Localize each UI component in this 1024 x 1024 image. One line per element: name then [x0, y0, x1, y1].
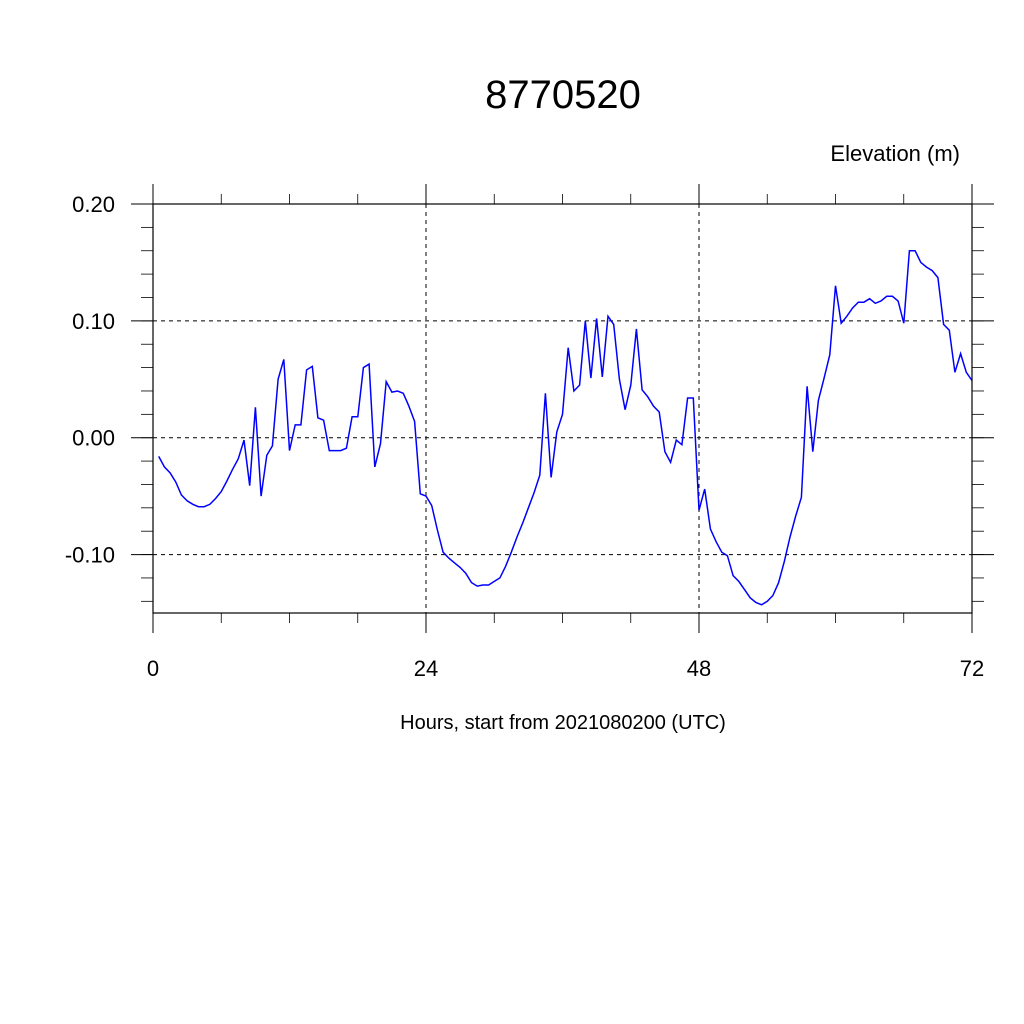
x-tick-label: 24	[414, 656, 438, 681]
y-tick-label: 0.20	[72, 192, 115, 217]
plot-frame	[152, 203, 973, 614]
y-tick-label: 0.10	[72, 309, 115, 334]
x-tick-label: 0	[147, 656, 159, 681]
y-tick-label: -0.10	[65, 543, 115, 568]
chart-title: 8770520	[485, 73, 641, 117]
x-tick-label: 48	[687, 656, 711, 681]
x-axis-label: Hours, start from 2021080200 (UTC)	[400, 712, 726, 734]
series-line	[158, 249, 973, 606]
y-axis-label: Elevation (m)	[830, 141, 960, 166]
y-tick-label: 0.00	[72, 426, 115, 451]
axis-ticks	[131, 184, 994, 633]
x-tick-label: 72	[960, 656, 984, 681]
tick-labels: 0.20 0.10 0.00 -0.10 0 24 48 72	[65, 192, 984, 681]
